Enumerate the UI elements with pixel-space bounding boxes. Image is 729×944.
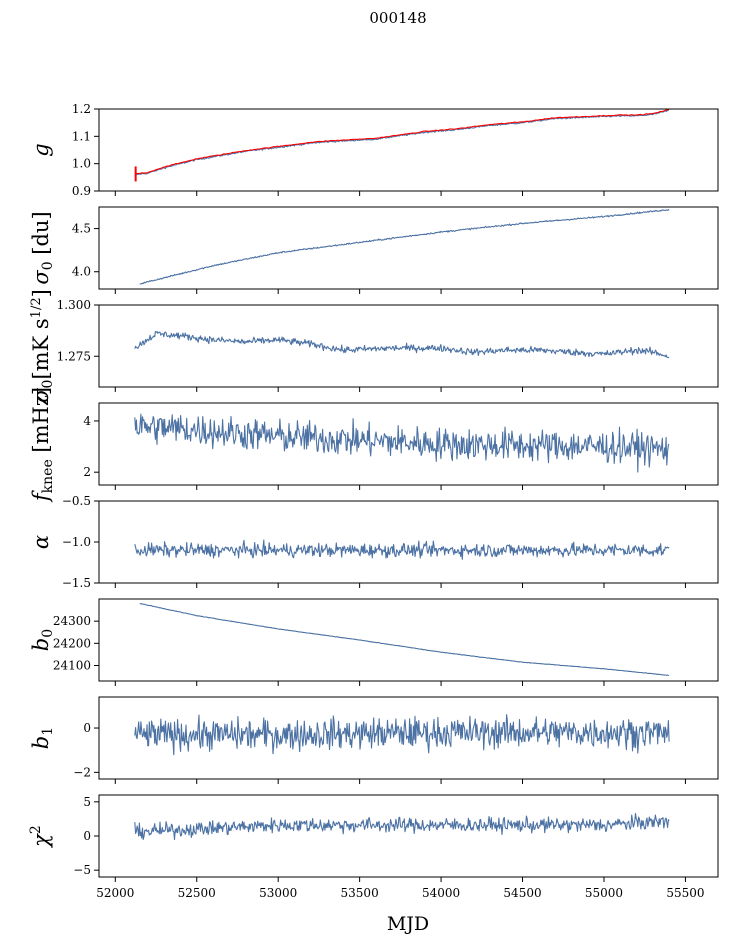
overlay-line: [134, 109, 670, 175]
figure-title: 000148: [369, 9, 426, 27]
y-tick-label: 2: [83, 465, 91, 479]
y-tick-label: 1.1: [72, 129, 91, 143]
panel-8: −5 0 5 52000 52500 53000 53500 54000 54500 55000 5…: [28, 794, 719, 900]
panel-5: −1.5 −1.0 −0.5 α: [29, 494, 719, 590]
x-tick-label: 53500: [341, 886, 379, 900]
panel-4: 2 4 fknee [mHz]: [29, 387, 719, 503]
panel-2: 4.0 4.5 σ0 [du]: [29, 206, 719, 294]
y-tick-label: 0: [83, 829, 91, 843]
series-line-7: [134, 714, 670, 756]
x-tick-label: 54000: [422, 886, 460, 900]
panel-frame: [98, 500, 719, 584]
y-tick-label: 24100: [53, 658, 91, 672]
panel-frame: [98, 304, 719, 388]
panels: 0.9 1.0 1.1 1.2 g 4.0 4.5 σ0 [du] 1.275 1.300σ0[m…: [28, 102, 719, 900]
y-tick-label: 4: [83, 414, 91, 428]
series-line-5: [134, 539, 670, 560]
x-axis-label: MJD: [387, 913, 429, 935]
panel-frame: [98, 696, 719, 780]
panel-7: −2 0 b1: [29, 696, 719, 784]
x-tick-label: 55000: [585, 886, 623, 900]
y-tick-label: −1.5: [62, 576, 91, 590]
y-tick-label: 4.5: [72, 222, 91, 236]
series-line-4: [134, 413, 670, 473]
x-tick-label: 55500: [666, 886, 704, 900]
y-axis-label: b1: [29, 727, 56, 749]
y-axis-label: α: [29, 535, 53, 549]
y-tick-label: 24200: [53, 636, 91, 650]
y-tick-label: 5: [83, 795, 91, 809]
y-tick-label: 4.0: [72, 265, 91, 279]
y-tick-label: −5: [73, 863, 91, 877]
series-line-2: [139, 209, 670, 285]
series-line-6: [139, 602, 670, 677]
y-tick-label: 0: [83, 721, 91, 735]
x-tick-label: 53000: [259, 886, 297, 900]
panel-frame: [98, 598, 719, 682]
y-axis-label: χ2: [28, 825, 53, 849]
panel-frame: [98, 206, 719, 290]
y-tick-label: 1.0: [72, 157, 91, 171]
y-tick-label: 1.2: [72, 102, 91, 116]
y-tick-label: 1.275: [57, 349, 91, 363]
y-axis-label: g: [29, 143, 53, 156]
y-tick-label: −0.5: [62, 494, 91, 508]
y-tick-label: −2: [73, 765, 91, 779]
y-tick-label: 1.300: [57, 298, 91, 312]
y-tick-label: 24300: [53, 614, 91, 628]
series-line-1: [134, 109, 670, 176]
panel-1: 0.9 1.0 1.1 1.2 g: [29, 102, 719, 198]
x-tick-label: 52500: [178, 886, 216, 900]
y-axis-label: σ0 [du]: [29, 211, 56, 284]
x-tick-label: 52000: [96, 886, 134, 900]
y-tick-label: −1.0: [62, 535, 91, 549]
panel-frame: [98, 108, 719, 192]
y-axis-label: fknee [mHz]: [29, 387, 56, 503]
series-line-3: [134, 330, 670, 359]
y-axis-label: σ0[mK s1/2]: [29, 289, 56, 403]
series-line-8: [134, 812, 670, 841]
y-tick-label: 0.9: [72, 184, 91, 198]
panel-frame: [98, 402, 719, 486]
x-tick-label: 54500: [503, 886, 541, 900]
y-axis-label: b0: [29, 629, 56, 651]
